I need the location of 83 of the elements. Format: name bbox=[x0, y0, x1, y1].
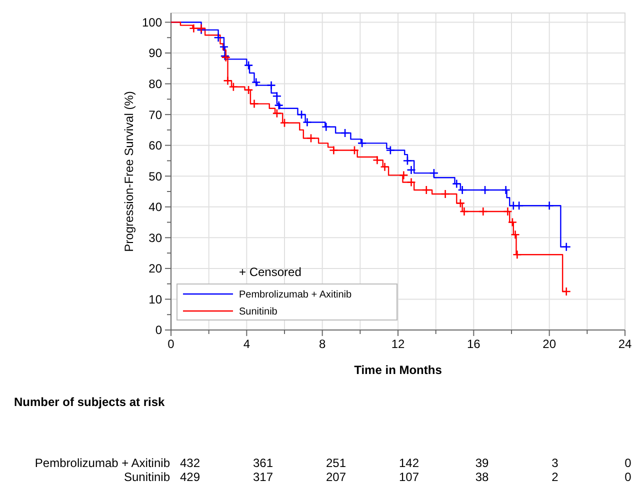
point bbox=[350, 146, 360, 155]
y-tick-label: 30 bbox=[148, 230, 162, 245]
text: Sunitinib bbox=[124, 470, 170, 483]
point bbox=[272, 91, 282, 101]
point bbox=[274, 100, 284, 110]
x-tick-label: 8 bbox=[318, 337, 326, 351]
point bbox=[244, 60, 254, 70]
text: 0 bbox=[624, 470, 632, 483]
text: 361 bbox=[252, 456, 274, 470]
text: 0 bbox=[624, 456, 632, 470]
point bbox=[512, 250, 522, 260]
y-tick-label: 10 bbox=[148, 292, 162, 306]
point bbox=[372, 155, 382, 165]
point bbox=[503, 206, 512, 216]
y-tick-label: 20 bbox=[148, 262, 162, 276]
text: 207 bbox=[326, 470, 346, 483]
text: 107 bbox=[398, 470, 420, 483]
point bbox=[386, 146, 396, 155]
point bbox=[406, 178, 416, 187]
point bbox=[306, 134, 316, 143]
y-axis-title: Progression-Free Survival (%) bbox=[122, 91, 136, 252]
point bbox=[266, 80, 276, 90]
point bbox=[321, 122, 331, 132]
y-tick-label: 0 bbox=[155, 323, 162, 338]
text: 3 bbox=[552, 456, 559, 470]
point bbox=[219, 42, 229, 52]
point bbox=[478, 206, 488, 216]
point bbox=[440, 189, 450, 199]
point bbox=[302, 118, 312, 127]
point bbox=[429, 168, 439, 178]
x-tick-label: 4 bbox=[243, 337, 250, 351]
point bbox=[280, 118, 290, 128]
point bbox=[510, 230, 520, 240]
point bbox=[214, 32, 223, 42]
point bbox=[189, 24, 198, 34]
x-tick-label: 0 bbox=[168, 337, 175, 351]
text: 317 bbox=[252, 470, 274, 483]
x-axis-title: Time in Months bbox=[354, 363, 442, 377]
point bbox=[244, 85, 254, 95]
point bbox=[562, 242, 572, 252]
text: 39 bbox=[475, 456, 489, 470]
y-tick-label: 70 bbox=[148, 108, 162, 122]
legend-title: + Censored bbox=[239, 265, 302, 279]
y-tick-label: 100 bbox=[142, 15, 162, 30]
legend-label: Sunitinib bbox=[239, 306, 278, 318]
point bbox=[514, 201, 524, 210]
point bbox=[340, 128, 350, 138]
y-tick-label: 40 bbox=[148, 200, 162, 214]
point bbox=[251, 78, 261, 87]
y-tick-label: 90 bbox=[148, 46, 162, 60]
point bbox=[562, 286, 572, 296]
point bbox=[250, 99, 259, 108]
point bbox=[380, 162, 390, 172]
point bbox=[501, 185, 510, 195]
x-tick-label: 24 bbox=[618, 337, 632, 351]
point bbox=[272, 108, 282, 118]
text: 142 bbox=[398, 456, 420, 470]
legend-label: Pembrolizumab + Axitinib bbox=[239, 290, 352, 300]
point bbox=[480, 185, 490, 195]
text: 432 bbox=[180, 456, 200, 470]
y-tick-label: 50 bbox=[148, 169, 162, 184]
point bbox=[296, 110, 306, 120]
point bbox=[422, 185, 432, 195]
point bbox=[508, 218, 518, 227]
point bbox=[399, 170, 408, 180]
point bbox=[329, 146, 338, 155]
point bbox=[456, 198, 466, 208]
text: 2 bbox=[552, 470, 559, 483]
y-tick-label: 60 bbox=[148, 138, 162, 153]
point bbox=[402, 156, 412, 166]
text: 251 bbox=[326, 456, 346, 470]
text: 429 bbox=[180, 470, 200, 483]
point bbox=[357, 138, 367, 148]
x-tick-label: 12 bbox=[391, 337, 405, 351]
point bbox=[406, 165, 416, 175]
text: Pembrolizumab + Axitinib bbox=[34, 456, 170, 470]
text: 38 bbox=[475, 470, 489, 483]
point bbox=[460, 206, 469, 216]
y-tick-label: 80 bbox=[148, 76, 162, 91]
x-tick-label: 20 bbox=[542, 337, 556, 351]
text: Number of subjects at risk bbox=[14, 395, 166, 409]
point bbox=[544, 201, 554, 210]
x-tick-label: 16 bbox=[466, 337, 481, 351]
